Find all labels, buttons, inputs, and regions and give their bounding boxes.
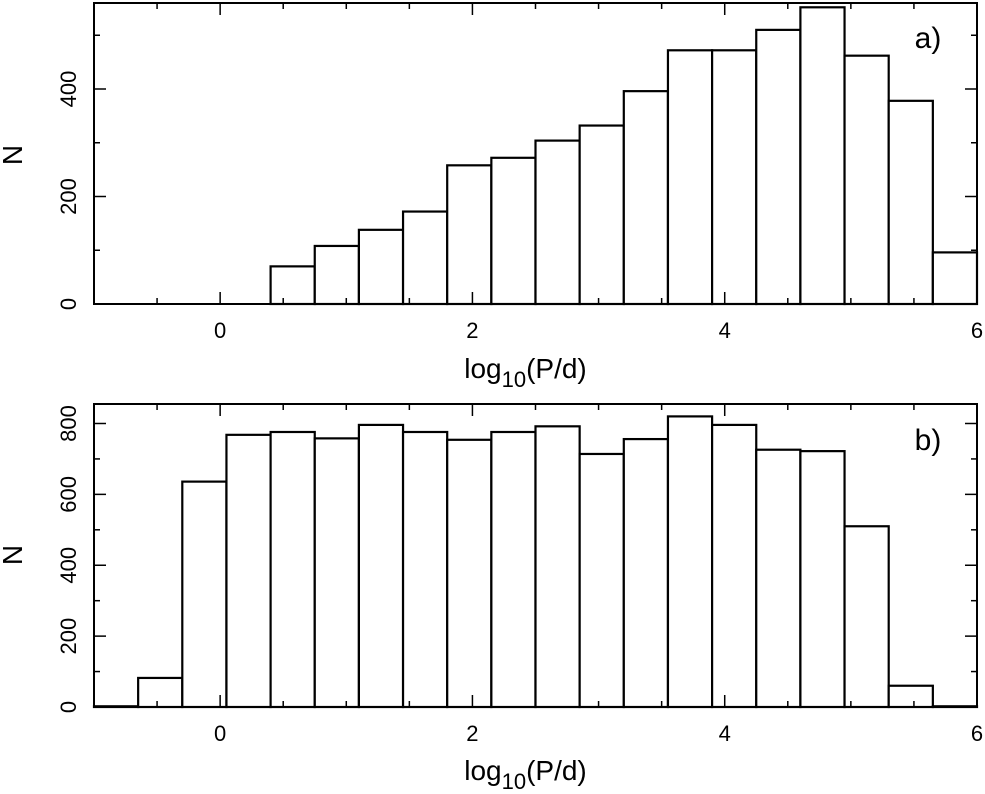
histogram-bar (181, 480, 228, 709)
x-tick-label: 6 (971, 721, 983, 746)
histogram-bar (931, 251, 979, 306)
histogram-bar (887, 684, 934, 709)
histogram-bar (843, 54, 890, 306)
x-tick-label: 6 (971, 318, 983, 343)
histogram-bar (710, 49, 758, 306)
y-tick-label: 400 (56, 547, 81, 584)
histogram-bar (401, 210, 449, 306)
histogram-bar (225, 433, 272, 709)
y-tick-label: 800 (56, 405, 81, 442)
y-tick-label: 0 (56, 298, 81, 310)
histogram-bar (446, 438, 493, 709)
y-axis-label: N (0, 545, 28, 565)
x-tick-label: 2 (466, 318, 478, 343)
panel-label: a) (915, 22, 942, 55)
histogram-bar (666, 415, 714, 709)
histogram-bar (137, 676, 184, 709)
histogram-bar (269, 430, 316, 709)
histogram-bar (313, 437, 361, 709)
histogram-bar (357, 228, 405, 306)
histogram-bar (401, 430, 449, 709)
histogram-bar (755, 28, 802, 306)
panel-label: b) (915, 424, 942, 457)
histogram-bar (710, 423, 758, 709)
histogram-panel-b: 0 2 4 6 0 200 400 600 800 b) log10(P/d) N (0, 403, 983, 794)
y-tick-label: 600 (56, 476, 81, 513)
histogram-bar (534, 139, 581, 306)
histogram-bar (490, 156, 537, 306)
histogram-bar (755, 448, 802, 709)
histogram-bar (843, 525, 890, 709)
histogram-bar (357, 423, 405, 709)
x-tick-label: 2 (466, 721, 478, 746)
histogram-bar (622, 437, 670, 709)
histogram-bar (799, 6, 846, 306)
histogram-bar (313, 244, 361, 306)
histogram-bar (578, 452, 625, 709)
histogram-bar (446, 164, 493, 306)
y-tick-label: 0 (56, 701, 81, 713)
x-tick-label: 4 (719, 721, 731, 746)
y-tick-label: 400 (56, 71, 81, 108)
histogram-panel-a: 0 2 4 6 0 200 400 a) log10(P/d) N (0, 2, 983, 392)
x-tick-label: 4 (719, 318, 731, 343)
histogram-bar (887, 99, 934, 306)
y-tick-label: 200 (56, 618, 81, 655)
histogram-bar (666, 49, 714, 306)
histogram-bar (269, 265, 316, 306)
histogram-bar (622, 90, 670, 306)
histogram-bar (490, 430, 537, 709)
histogram-bar (578, 124, 625, 306)
x-tick-label: 0 (214, 721, 226, 746)
y-tick-label: 200 (56, 178, 81, 215)
histogram-bar (799, 450, 846, 709)
x-axis-label: log10(P/d) (464, 353, 587, 392)
x-tick-label: 0 (214, 318, 226, 343)
x-axis-label: log10(P/d) (464, 755, 587, 794)
histogram-bar (534, 425, 581, 709)
y-axis-label: N (0, 145, 28, 165)
